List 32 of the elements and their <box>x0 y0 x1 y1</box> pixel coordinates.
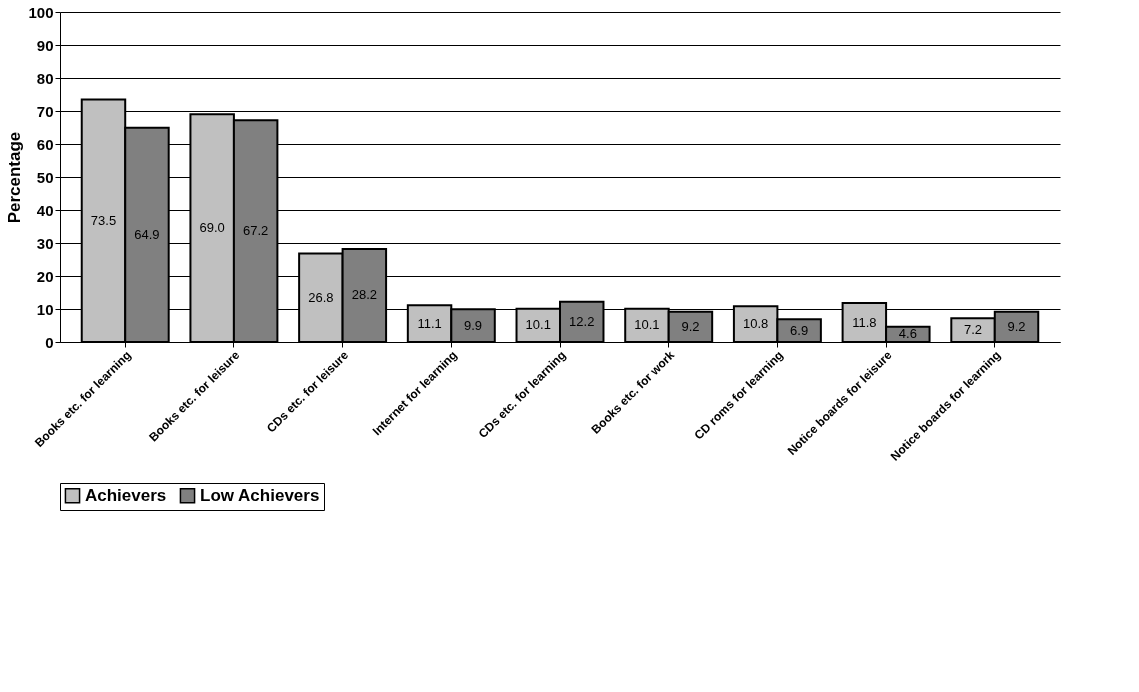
data-label: 9.2 <box>1007 318 1026 334</box>
data-label: 9.9 <box>464 317 483 333</box>
data-label: 7.2 <box>964 322 983 338</box>
data-label: 67.2 <box>243 223 269 239</box>
data-label: 11.8 <box>852 314 877 330</box>
data-label: 4.6 <box>898 326 917 342</box>
y-tick-label: 10 <box>36 300 54 318</box>
data-label: 10.1 <box>634 317 660 333</box>
y-tick-label: 60 <box>36 135 54 153</box>
data-label: 6.9 <box>790 322 809 338</box>
data-label: 11.1 <box>417 315 442 331</box>
legend-label: Achievers <box>85 485 167 505</box>
data-label: 9.2 <box>681 318 700 334</box>
y-tick-label: 20 <box>36 267 54 285</box>
y-tick-label: 90 <box>36 36 54 54</box>
data-label: 12.2 <box>569 313 595 329</box>
y-tick-label: 30 <box>36 234 54 252</box>
y-tick-label: 100 <box>28 3 54 21</box>
legend-label: Low Achievers <box>200 485 320 505</box>
y-tick-label: 50 <box>36 168 54 186</box>
y-tick-label: 40 <box>36 201 54 219</box>
data-label: 28.2 <box>351 287 377 303</box>
data-label: 73.5 <box>90 212 117 228</box>
y-tick-label: 80 <box>36 69 54 87</box>
data-label: 64.9 <box>134 226 160 242</box>
data-label: 69.0 <box>199 220 225 236</box>
y-axis-title: Percentage <box>5 131 25 224</box>
y-tick-label: 0 <box>45 333 54 351</box>
data-label: 10.8 <box>743 316 769 332</box>
data-label: 10.1 <box>525 317 551 333</box>
y-tick-label: 70 <box>36 102 54 120</box>
data-label: 26.8 <box>308 289 334 305</box>
